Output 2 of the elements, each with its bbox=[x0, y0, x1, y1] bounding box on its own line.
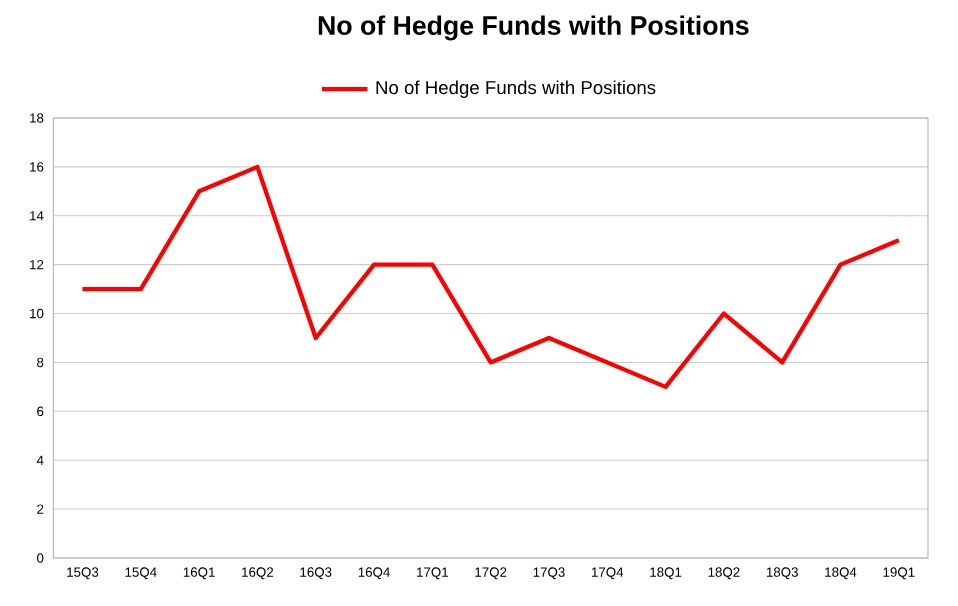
chart-title: No of Hedge Funds with Positions bbox=[318, 15, 749, 41]
legend-label: No of Hedge Funds with Positions bbox=[376, 80, 656, 98]
